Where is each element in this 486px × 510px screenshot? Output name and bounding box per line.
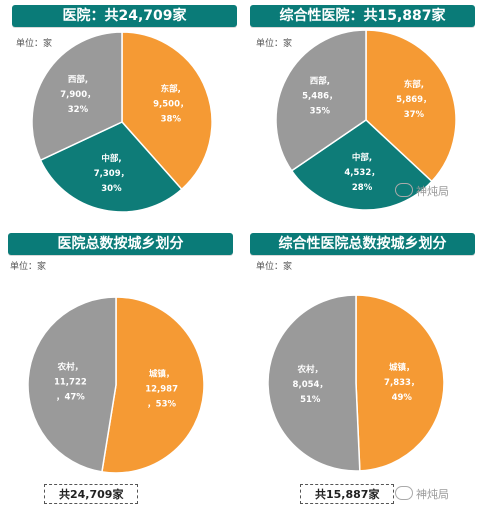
pie-slice-农村 [267,294,361,472]
total-label: 共24,709家 [44,484,139,504]
slice-data-label: 农村， 11,722 ，47% [54,361,87,402]
chart-title: 医院：共24,709家 [12,5,237,27]
watermark-text: 神炖局 [416,185,449,198]
chart-title: 综合性医院：共15,887家 [250,5,475,27]
watermark: 神炖局 [395,183,449,199]
unit-label: 单位：家 [16,39,53,49]
slice-data-label: 中部, 4,532， 28% [344,152,379,193]
chart-title: 医院总数按城乡划分 [8,233,233,255]
unit-label: 单位：家 [256,262,293,272]
slice-data-label: 西部, 7,900， 32% [60,74,95,115]
watermark-text: 神炖局 [416,488,449,501]
slice-data-label: 中部, 7,309， 30% [94,153,129,194]
wechat-icon [395,486,413,500]
pie-slice-西部 [31,31,123,162]
total-label: 共15,887家 [300,484,395,504]
unit-label: 单位：家 [10,262,47,272]
wechat-icon [395,183,413,197]
pie-slice-城镇 [101,296,205,474]
pie-slice-西部 [275,29,367,172]
slice-data-label: 农村， 8,054， 51% [293,364,328,405]
unit-label: 单位：家 [256,39,293,49]
slice-data-label: 东部, 5,869， 37% [396,79,431,120]
chart-title: 综合性医院总数按城乡划分 [250,233,475,255]
pie-slice-东部 [121,31,213,191]
slice-data-label: 城镇， 12,987 ，53% [145,369,178,410]
pie-slice-东部 [365,29,457,183]
pie-slice-城镇 [355,294,445,472]
slice-data-label: 西部, 5,486， 35% [302,76,337,117]
pie-slice-中部 [39,121,183,213]
slice-data-label: 城镇， 7,833， 49% [384,362,419,403]
watermark: 神炖局 [395,486,449,502]
slice-data-label: 东部, 9,500， 38% [153,83,188,124]
pie-slice-农村 [27,296,117,473]
